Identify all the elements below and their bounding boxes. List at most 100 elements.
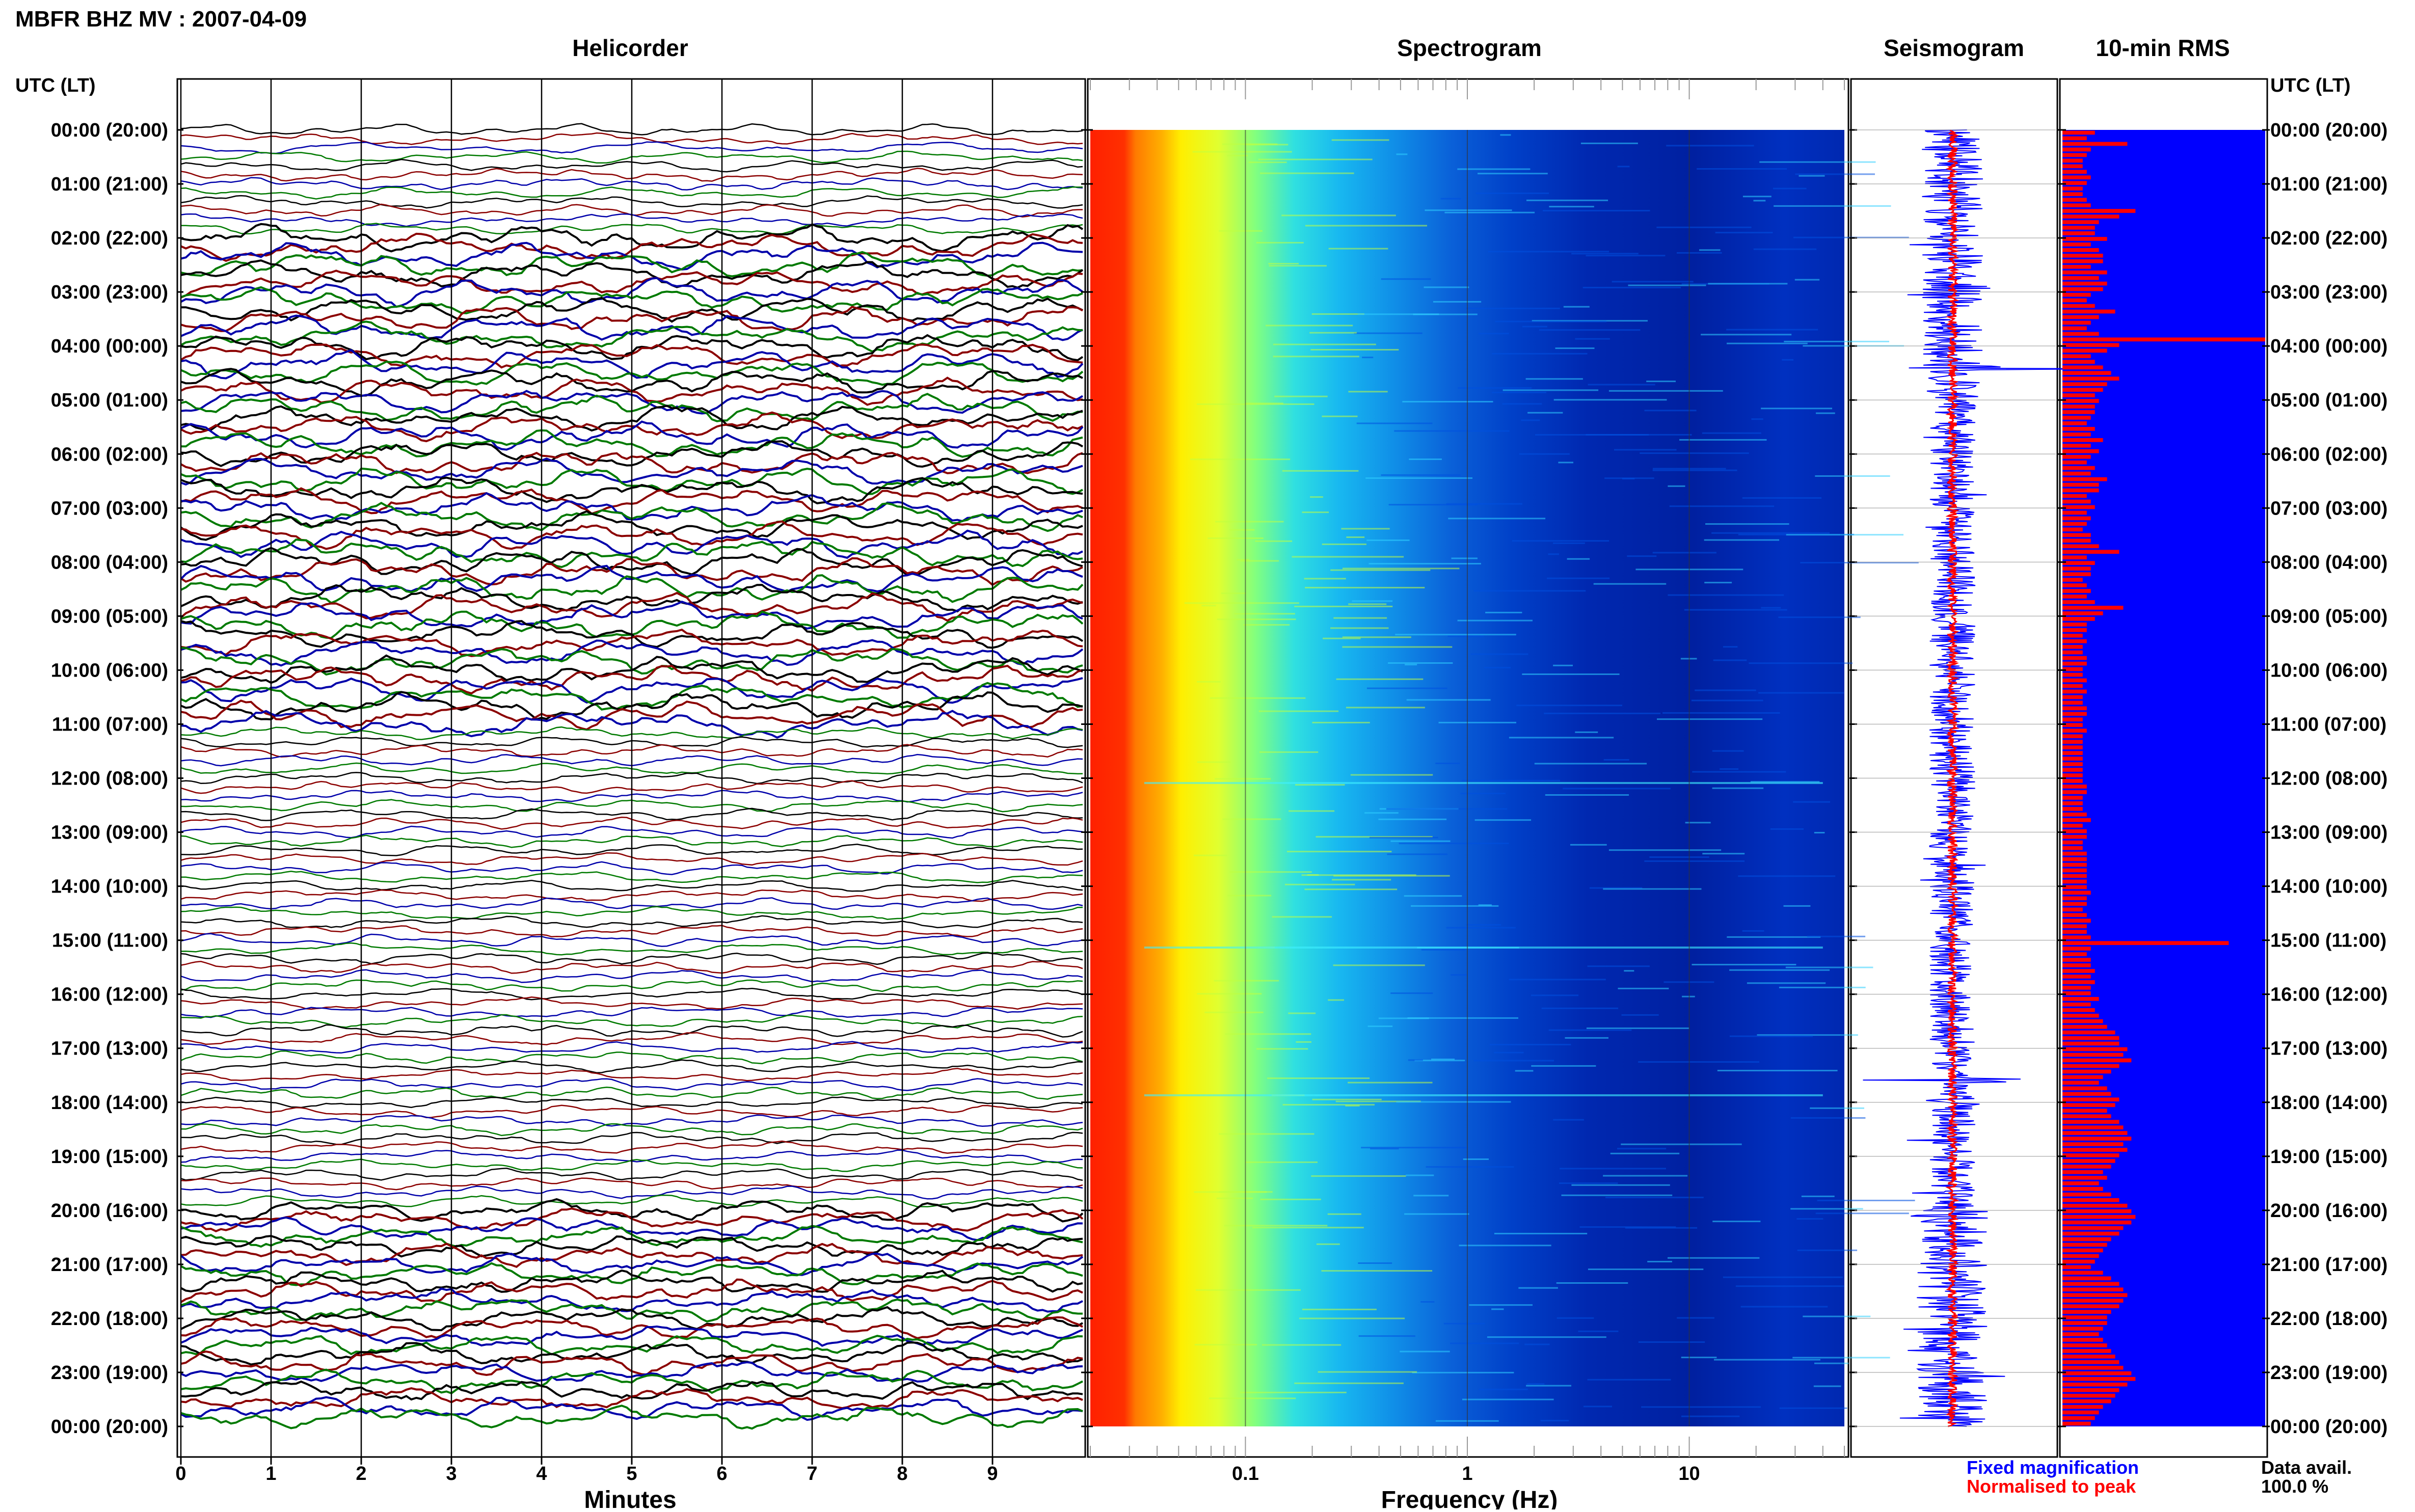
time-label-right: 07:00 (03:00) [2270, 498, 2387, 519]
spectrogram-streak [1316, 1243, 1340, 1245]
time-label-left: 21:00 (17:00) [51, 1254, 168, 1276]
spectrogram-event-band [1144, 1094, 1823, 1096]
spectrogram-streak [1406, 1174, 1434, 1176]
rms-bar [2062, 578, 2083, 582]
spectrogram-streak [1495, 320, 1606, 322]
rms-bars [2062, 130, 2265, 1426]
rms-bar [2062, 757, 2083, 761]
spectrogram-streak [1792, 1357, 1890, 1359]
rms-bar [2062, 1008, 2095, 1012]
rms-bar [2062, 1393, 2115, 1398]
time-label-right: 08:00 (04:00) [2270, 552, 2387, 573]
spectrogram-streak [1225, 1033, 1311, 1035]
time-label-right: 05:00 (01:00) [2270, 390, 2387, 411]
spectrogram-streak [1644, 410, 1697, 412]
rms-bar [2062, 617, 2095, 621]
spectrogram-streak [1245, 1161, 1318, 1163]
rms-bar [2062, 242, 2091, 247]
spectrogram-title: Spectrogram [1397, 35, 1542, 61]
rms-bar [2062, 740, 2083, 744]
spectrogram-streak [1705, 523, 1789, 525]
spectrogram-streak [1248, 161, 1287, 164]
rms-bar [2062, 1058, 2132, 1063]
rms-bar [2062, 1198, 2119, 1202]
helicorder-grid [176, 78, 2268, 1458]
rms-bar [2062, 807, 2083, 811]
spectrogram-streak [1549, 206, 1594, 208]
spectrogram-streak [1587, 965, 1650, 967]
rms-bar [2062, 879, 2087, 884]
spectrogram-streak [1256, 1048, 1308, 1050]
spectrogram-streak [1458, 387, 1532, 389]
spectrogram-streak [1406, 699, 1491, 701]
spectrogram-streak [1589, 887, 1643, 889]
spectrogram-streak [1404, 1213, 1469, 1215]
spectrogram-streak [1774, 205, 1891, 207]
time-label-left: 09:00 (05:00) [51, 606, 168, 627]
spectrogram-streak [1229, 529, 1255, 531]
rms-bar [2062, 538, 2091, 543]
spectrogram-streak [1197, 993, 1262, 995]
spectrogram-xlabel: Frequency (Hz) [1381, 1487, 1558, 1509]
data-avail-label: Data avail. [2261, 1457, 2352, 1478]
spectrogram-streak [1586, 255, 1666, 257]
spectrogram-streak [1807, 935, 1866, 937]
rms-bar [2062, 1137, 2132, 1141]
rms-bar [2062, 1321, 2107, 1325]
rms-bar [2062, 248, 2099, 252]
spectrogram-streak [1547, 577, 1610, 579]
spectrogram-streak [1679, 439, 1767, 441]
spectrogram-streak [1565, 1037, 1608, 1039]
rms-bar [2062, 505, 2095, 509]
rms-bar [2062, 1265, 2091, 1270]
spectrogram-streak [1388, 504, 1478, 506]
rms-bar [2062, 550, 2119, 554]
legend-fixed-magnification: Fixed magnification [1967, 1457, 2139, 1478]
spectrogram-streak [1488, 251, 1609, 253]
spectrogram-streak [1346, 707, 1425, 709]
rms-bar [2062, 583, 2087, 587]
rms-bar [2062, 1332, 2099, 1336]
rms-bar [2062, 1360, 2119, 1364]
minute-tick-label: 4 [536, 1463, 547, 1484]
rms-bar [2062, 1069, 2111, 1074]
rms-bar [2062, 1271, 2103, 1275]
rms-bar [2062, 840, 2083, 845]
spectrogram-streak [1343, 568, 1460, 570]
spectrogram-streak [1358, 1262, 1392, 1264]
spectrogram-streak [1294, 1382, 1404, 1384]
legend-normalised-to-peak: Normalised to peak [1967, 1476, 2136, 1497]
spectrogram-streak [1668, 485, 1685, 487]
rms-bar [2062, 818, 2091, 822]
rms-bar [2062, 186, 2083, 191]
spectrogram-streak [1557, 1317, 1594, 1319]
spectrogram-streak [1815, 1212, 1909, 1214]
rms-bar [2062, 572, 2091, 576]
time-label-left: 20:00 (16:00) [51, 1200, 168, 1222]
spectrogram-streak [1502, 403, 1542, 405]
time-label-right: 23:00 (19:00) [2270, 1362, 2387, 1384]
spectrogram-streak [1614, 449, 1677, 451]
rms-bar [2062, 890, 2091, 895]
rms-bar [2062, 270, 2107, 275]
time-label-right: 15:00 (11:00) [2270, 930, 2386, 952]
spectrogram-streak [1358, 1335, 1415, 1337]
spectrogram-streak [1790, 1208, 1863, 1210]
rms-bar [2062, 226, 2095, 230]
minute-tick-label: 6 [716, 1463, 727, 1484]
spectrogram-streak [1535, 434, 1649, 436]
spectrogram-streak [1190, 458, 1291, 461]
spectrogram-streak [1727, 342, 1808, 344]
spectrogram-streak [1704, 539, 1780, 541]
spectrogram-streak [1761, 607, 1781, 609]
spectrogram-streak [1723, 1276, 1843, 1278]
rms-bar [2062, 488, 2099, 493]
rms-bar [2062, 790, 2087, 794]
spectrogram-streak [1286, 851, 1392, 853]
spectrogram-frame [1087, 78, 1849, 1458]
rms-bar [2062, 1002, 2091, 1007]
spectrogram-streak [1451, 557, 1478, 559]
rms-bar [2062, 1097, 2119, 1102]
rms-bar [2062, 868, 2087, 873]
spectrogram-streak [1194, 854, 1227, 856]
